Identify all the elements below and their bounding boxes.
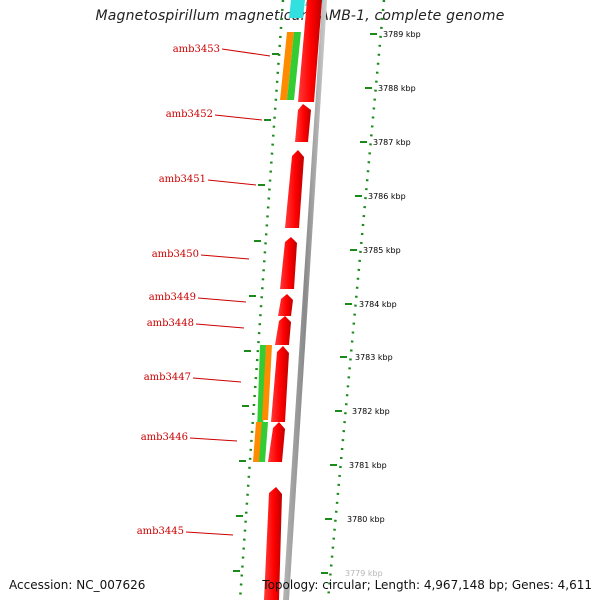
gene-arrow: [275, 316, 291, 345]
scale-label: 3788 kbp: [378, 84, 416, 93]
scale-label: 3781 kbp: [349, 461, 387, 470]
gene-arrow: [264, 487, 282, 600]
gene-arrow: [271, 346, 289, 422]
cog-cyan-segment: [289, 0, 305, 18]
gene-arrow: [285, 150, 304, 228]
scale-label: 3780 kbp: [347, 515, 385, 524]
gene-arrow: [280, 237, 297, 289]
gene-arrow: [295, 104, 311, 142]
gene-labels: amb3453 amb3452 amb3451 amb3450 amb3449 …: [137, 44, 220, 537]
genome-backbone: [283, 0, 327, 600]
scale-label: 3789 kbp: [383, 30, 421, 39]
scale-ticks: [321, 33, 377, 574]
scale-label: 3785 kbp: [363, 246, 401, 255]
leader-line: [214, 114, 263, 121]
accession-info: Accession: NC_007626: [9, 578, 145, 592]
gene-arrow: [278, 294, 293, 316]
length-value: 4,967,148 bp: [423, 578, 504, 592]
leader-lines: [185, 48, 271, 536]
genes-value: 4,611: [557, 578, 592, 592]
gene-label: amb3453: [173, 44, 220, 55]
scale-label: 3779 kbp: [345, 569, 383, 578]
leader-line: [207, 179, 257, 186]
genes-label: Genes:: [511, 578, 554, 592]
gene-label: amb3446: [141, 432, 188, 443]
inner-dotted-ring: [238, 0, 285, 600]
leader-line: [200, 254, 250, 260]
topology-value: circular: [322, 578, 367, 592]
leader-line: [192, 377, 242, 383]
leader-line: [185, 531, 234, 536]
topology-label: Topology:: [262, 578, 319, 592]
gene-label: amb3445: [137, 526, 184, 537]
leader-line: [197, 297, 247, 303]
scale-label: 3787 kbp: [373, 138, 411, 147]
gene-label: amb3449: [149, 292, 196, 303]
gene-label: amb3448: [147, 318, 194, 329]
scale-labels: 3789 kbp 3788 kbp 3787 kbp 3786 kbp 3785…: [345, 30, 421, 578]
separator: ;: [366, 578, 371, 592]
leader-line: [195, 323, 245, 329]
scale-label: 3782 kbp: [352, 407, 390, 416]
gene-label: amb3452: [166, 109, 213, 120]
separator: ;: [503, 578, 509, 592]
inner-ticks: [233, 53, 279, 572]
gene-label: amb3450: [152, 249, 199, 260]
gene-features: [264, 0, 322, 600]
length-label: Length:: [374, 578, 421, 592]
genome-summary: Topology: circular; Length: 4,967,148 bp…: [262, 578, 592, 592]
cog-green-segment: [287, 32, 301, 100]
gene-label: amb3451: [159, 174, 206, 185]
accession-value: NC_007626: [76, 578, 146, 592]
leader-line: [221, 48, 271, 57]
gene-label: amb3447: [144, 372, 191, 383]
gene-arrow: [268, 422, 285, 462]
cog-green-segment: [259, 422, 268, 462]
cog-orange-segment: [280, 32, 294, 100]
scale-label: 3784 kbp: [359, 300, 397, 309]
gene-arrow: [298, 0, 322, 102]
scale-label: 3786 kbp: [368, 192, 406, 201]
scale-label: 3783 kbp: [355, 353, 393, 362]
accession-label: Accession:: [9, 578, 73, 592]
cog-orange-segment: [262, 345, 272, 420]
outer-dotted-ring: [326, 0, 386, 600]
leader-line: [189, 437, 238, 442]
